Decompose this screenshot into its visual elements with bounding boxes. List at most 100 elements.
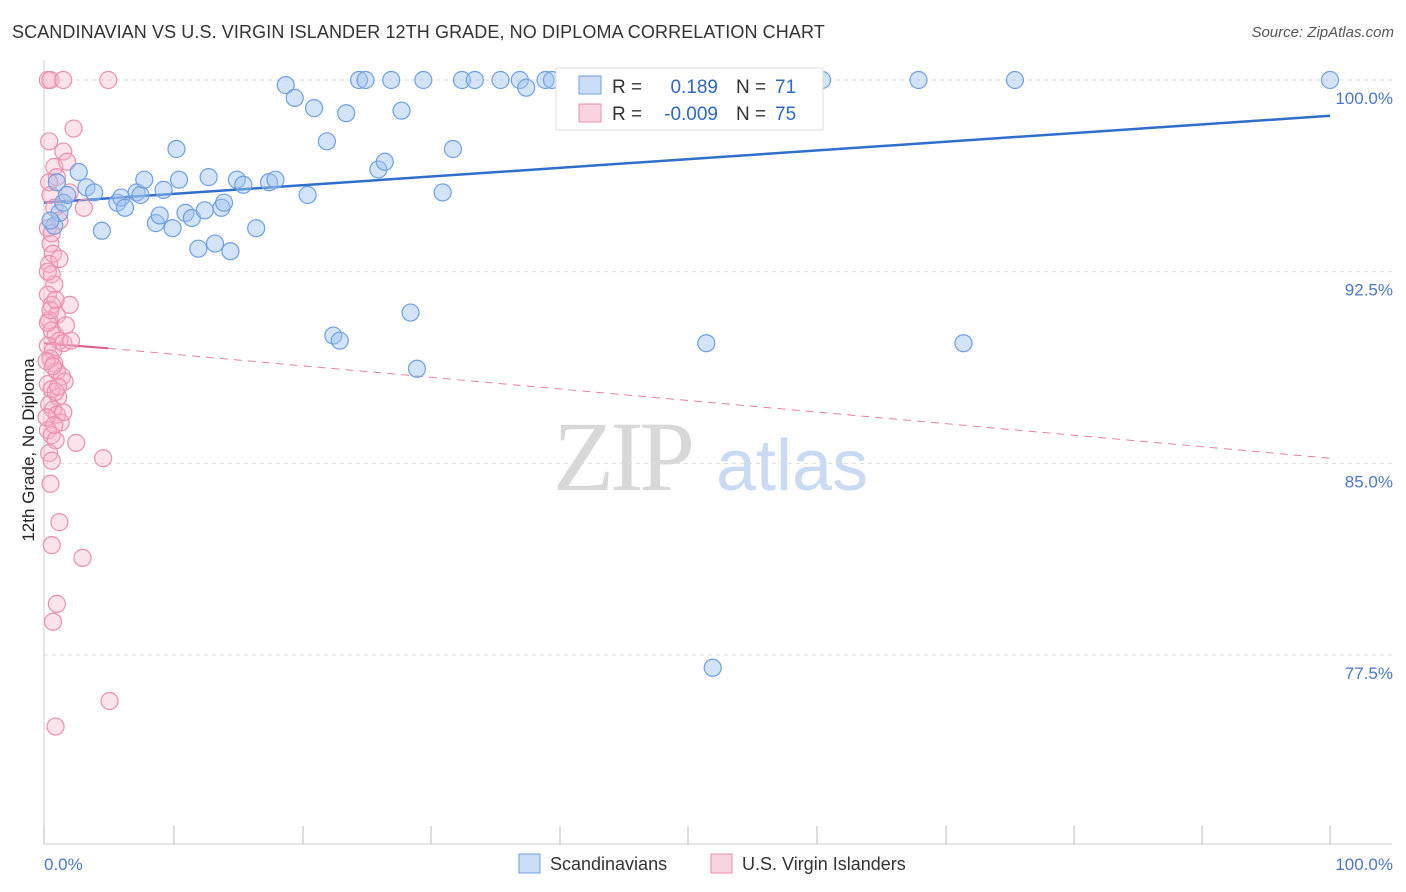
point-virgin-islanders-71 xyxy=(40,173,59,192)
point-scandinavians-39 xyxy=(317,132,337,151)
point-scandinavians-23 xyxy=(189,239,208,258)
point-scandinavians-69 xyxy=(1320,70,1340,90)
legend-r-value-2: -0.009 xyxy=(664,104,718,125)
chart-title: SCANDINAVIAN VS U.S. VIRGIN ISLANDER 12T… xyxy=(12,22,825,42)
point-virgin-islanders-51 xyxy=(41,474,60,493)
point-scandinavians-41 xyxy=(330,331,349,350)
point-scandinavians-50 xyxy=(407,359,427,378)
point-scandinavians-56 xyxy=(491,70,510,90)
legend-swatch-scandinavians xyxy=(578,75,602,95)
point-scandinavians-38 xyxy=(304,99,324,118)
point-scandinavians-34 xyxy=(266,170,285,189)
point-scandinavians-1 xyxy=(47,173,66,192)
point-virgin-islanders-13 xyxy=(74,198,93,217)
point-virgin-islanders-47 xyxy=(67,433,86,452)
point-scandinavians-17 xyxy=(154,180,173,199)
point-virgin-islanders-4 xyxy=(40,132,59,151)
point-scandinavians-13 xyxy=(131,185,150,205)
point-scandinavians-48 xyxy=(392,101,411,120)
point-virgin-islanders-3 xyxy=(99,70,118,90)
point-scandinavians-49 xyxy=(401,303,420,322)
point-scandinavians-25 xyxy=(199,168,218,187)
point-virgin-islanders-57 xyxy=(100,691,119,711)
point-virgin-islanders-35 xyxy=(52,367,72,386)
legend-r-label-2: R = xyxy=(612,104,642,125)
point-scandinavians-53 xyxy=(443,139,463,159)
point-scandinavians-67 xyxy=(954,334,973,353)
point-scandinavians-43 xyxy=(349,70,369,90)
point-scandinavians-66 xyxy=(909,70,928,90)
point-scandinavians-16 xyxy=(150,206,169,225)
x-tick-labels: 0.0% 100.0% xyxy=(44,855,1393,874)
point-virgin-islanders-53 xyxy=(42,536,61,555)
bottom-legend-swatch-virgin-islanders xyxy=(710,853,733,874)
y-tick-label-77-5: 77.5% xyxy=(1345,664,1393,683)
bottom-legend-label-virgin-islanders: U.S. Virgin Islanders xyxy=(742,854,906,874)
y-tick-label-92-5: 92.5% xyxy=(1345,281,1393,300)
point-scandinavians-7 xyxy=(85,183,104,202)
point-virgin-islanders-70 xyxy=(58,152,77,171)
point-scandinavians-20 xyxy=(169,170,189,189)
point-scandinavians-36 xyxy=(285,88,304,107)
point-virgin-islanders-49 xyxy=(42,451,61,470)
grid xyxy=(44,79,1392,656)
point-virgin-islanders-31 xyxy=(61,331,81,350)
point-virgin-islanders-65 xyxy=(37,408,56,427)
legend-n-value-2: 75 xyxy=(775,104,796,125)
point-virgin-islanders-56 xyxy=(43,612,63,631)
point-virgin-islanders-1 xyxy=(41,70,60,90)
point-scandinavians-52 xyxy=(433,183,452,202)
point-virgin-islanders-55 xyxy=(47,594,66,613)
point-virgin-islanders-23 xyxy=(60,295,79,314)
y-tick-label-85: 85.0% xyxy=(1345,472,1393,491)
legend-n-label-2: N = xyxy=(736,104,766,125)
point-scandinavians-64 xyxy=(703,658,722,677)
point-virgin-islanders-63 xyxy=(46,382,65,401)
axes xyxy=(43,60,1392,845)
point-scandinavians-51 xyxy=(414,70,433,90)
point-scandinavians-28 xyxy=(214,193,234,212)
point-virgin-islanders-8 xyxy=(64,119,83,138)
point-virgin-islanders-54 xyxy=(73,548,92,567)
legend-r-label-1: R = xyxy=(612,77,642,98)
point-virgin-islanders-12 xyxy=(60,183,79,202)
legend-swatch-virgin-islanders xyxy=(578,103,602,123)
point-scandinavians-24 xyxy=(195,201,214,220)
point-scandinavians-58 xyxy=(517,78,536,97)
point-scandinavians-31 xyxy=(234,175,253,194)
point-scandinavians-14 xyxy=(135,170,154,189)
legend-n-label-1: N = xyxy=(736,77,766,98)
point-virgin-islanders-58 xyxy=(46,717,65,736)
watermark: ZIP atlas xyxy=(553,401,868,512)
point-scandinavians-32 xyxy=(247,219,266,238)
point-scandinavians-11 xyxy=(115,198,135,217)
point-scandinavians-4 xyxy=(58,185,77,205)
watermark-zip: ZIP xyxy=(553,401,691,512)
point-scandinavians-55 xyxy=(465,70,484,90)
x-tick-label-0: 0.0% xyxy=(44,855,83,874)
point-virgin-islanders-74 xyxy=(43,357,63,376)
legend: R = 0.189 N = 71 R = -0.009 N = 75 xyxy=(555,67,824,131)
point-scandinavians-29 xyxy=(221,242,240,261)
y-axis-title: 12th Grade, No Diploma xyxy=(19,358,38,542)
point-scandinavians-5 xyxy=(69,162,88,182)
points-virgin-islanders xyxy=(37,70,119,736)
point-virgin-islanders-72 xyxy=(46,290,65,309)
point-scandinavians-70 xyxy=(41,211,60,230)
point-scandinavians-68 xyxy=(1005,70,1025,90)
point-virgin-islanders-61 xyxy=(56,316,75,335)
trend-line-scandinavians xyxy=(43,114,1331,204)
point-scandinavians-8 xyxy=(92,221,111,240)
point-scandinavians-63 xyxy=(697,334,716,353)
y-tick-labels: 77.5% 85.0% 92.5% 100.0% xyxy=(1335,89,1393,683)
point-scandinavians-44 xyxy=(356,70,375,90)
point-virgin-islanders-67 xyxy=(38,262,57,281)
point-scandinavians-27 xyxy=(212,198,231,217)
point-virgin-islanders-66 xyxy=(45,415,64,435)
legend-r-value-1: 0.189 xyxy=(670,77,718,98)
point-virgin-islanders-60 xyxy=(41,300,60,320)
watermark-atlas: atlas xyxy=(716,426,868,506)
point-scandinavians-47 xyxy=(382,70,401,90)
point-scandinavians-37 xyxy=(298,185,317,205)
